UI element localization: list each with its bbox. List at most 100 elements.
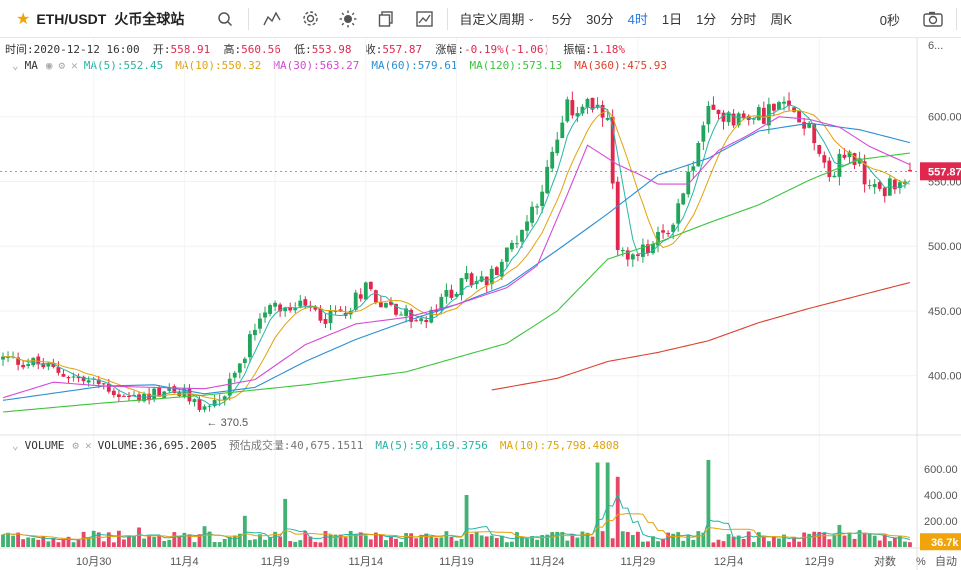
candle-body — [605, 117, 610, 120]
settings-icon[interactable]: ⚙ — [72, 438, 79, 452]
candle-body — [111, 390, 116, 395]
settings-icon[interactable]: ⚙ — [58, 59, 66, 72]
candle-body — [303, 299, 308, 306]
candle — [323, 313, 328, 328]
candle-body — [258, 318, 262, 329]
candle — [877, 179, 882, 192]
candle-body — [127, 396, 131, 398]
volume-bar — [570, 534, 575, 547]
candle — [635, 253, 640, 262]
candle-body — [439, 296, 444, 311]
volume-bar — [202, 526, 207, 547]
percent-scale-toggle[interactable]: % — [916, 556, 926, 568]
volume-bar — [263, 539, 267, 547]
volume-bar — [772, 536, 776, 547]
volume-bar — [242, 515, 247, 547]
ma30-line — [2, 116, 911, 399]
time-tick-label: 12月4 — [714, 556, 743, 568]
low-value: 553.98 — [311, 43, 352, 56]
volume-bar — [147, 536, 152, 547]
candle — [580, 104, 585, 116]
toolbar-divider — [248, 7, 250, 30]
candle — [756, 104, 761, 121]
eye-icon[interactable]: ◉ — [45, 59, 53, 72]
candle — [882, 186, 887, 203]
candle-body — [867, 185, 872, 187]
time-tick-label: 11月4 — [170, 556, 199, 568]
period-5m[interactable]: 5分 — [551, 12, 573, 27]
candle — [711, 96, 716, 110]
candle-body — [575, 113, 580, 117]
candle — [535, 203, 540, 215]
volume-bar — [439, 537, 444, 547]
volume-bar — [540, 535, 545, 547]
auto-scale-toggle[interactable]: 自动 — [935, 555, 957, 568]
candle-body — [585, 98, 590, 108]
period-timeline[interactable]: 分时 — [730, 12, 757, 27]
candle — [570, 91, 575, 119]
ma10-line — [2, 109, 911, 401]
candle-body — [368, 281, 373, 290]
candle-body — [681, 193, 686, 205]
volume-bar — [676, 532, 681, 547]
candle — [504, 247, 509, 269]
chart-canvas[interactable]: ← 370.5400.00450.00500.00550.00600.006..… — [0, 38, 961, 570]
collapse-chevron-icon[interactable]: ⌄ — [12, 59, 19, 72]
price-tick-label: 400.00 — [928, 371, 961, 383]
volume-bar — [368, 539, 373, 547]
volume-bar — [817, 531, 822, 547]
volume-bar — [499, 535, 504, 547]
custom-period-dropdown[interactable]: 自定义周期 ⌄ — [452, 0, 545, 38]
theme-icon[interactable] — [329, 0, 367, 38]
period-4h[interactable]: 4时 — [627, 12, 648, 27]
volume-bar — [756, 532, 761, 547]
volume-bar — [847, 532, 852, 547]
candle-body — [847, 151, 852, 158]
candle-body — [721, 112, 726, 122]
volume-bar — [766, 541, 771, 547]
volume-bar — [782, 534, 786, 547]
candle-body — [756, 107, 761, 121]
volume-bar — [751, 542, 756, 547]
candle-body — [777, 102, 781, 110]
volume-bar — [21, 539, 26, 547]
candle-body — [268, 305, 272, 314]
candle — [772, 103, 776, 117]
candle-body — [515, 243, 519, 245]
close-icon[interactable]: ✕ — [71, 59, 78, 72]
candle-body — [620, 249, 625, 252]
period-weekly[interactable]: 周K — [770, 12, 792, 27]
candle — [540, 184, 545, 214]
camera-icon[interactable] — [914, 0, 952, 38]
candle-body — [560, 122, 565, 139]
log-scale-toggle[interactable]: 对数 — [874, 554, 896, 568]
volume-bar — [116, 530, 121, 547]
grid — [0, 38, 961, 570]
period-30m[interactable]: 30分 — [586, 12, 614, 27]
candle — [76, 373, 81, 383]
star-icon[interactable]: ★ — [16, 10, 31, 28]
volume-bar — [429, 536, 434, 547]
volume-bar — [525, 538, 529, 547]
high-value: 560.56 — [241, 43, 281, 56]
search-icon[interactable] — [206, 0, 244, 38]
collapse-chevron-icon[interactable]: ⌄ — [12, 438, 19, 452]
copy-icon[interactable] — [367, 0, 405, 38]
symbol-selector[interactable]: ★ ETH/USDT 火币全球站 — [0, 0, 206, 38]
candle — [122, 394, 126, 397]
volume-bar — [666, 532, 671, 547]
settings-icon[interactable] — [291, 0, 329, 38]
candle — [333, 305, 338, 315]
candle-body — [908, 169, 912, 172]
period-1m[interactable]: 1分 — [696, 12, 717, 27]
ma10-value: MA(10):550.32 — [175, 59, 262, 72]
period-1d[interactable]: 1日 — [661, 12, 683, 27]
candle-body — [504, 247, 509, 262]
indicator-icon[interactable] — [253, 0, 291, 38]
candle-body — [525, 221, 529, 231]
candle — [464, 266, 469, 283]
volume-bar — [283, 498, 288, 547]
close-icon[interactable]: ✕ — [85, 438, 92, 452]
chart-type-icon[interactable] — [405, 0, 443, 38]
candle — [247, 330, 252, 364]
